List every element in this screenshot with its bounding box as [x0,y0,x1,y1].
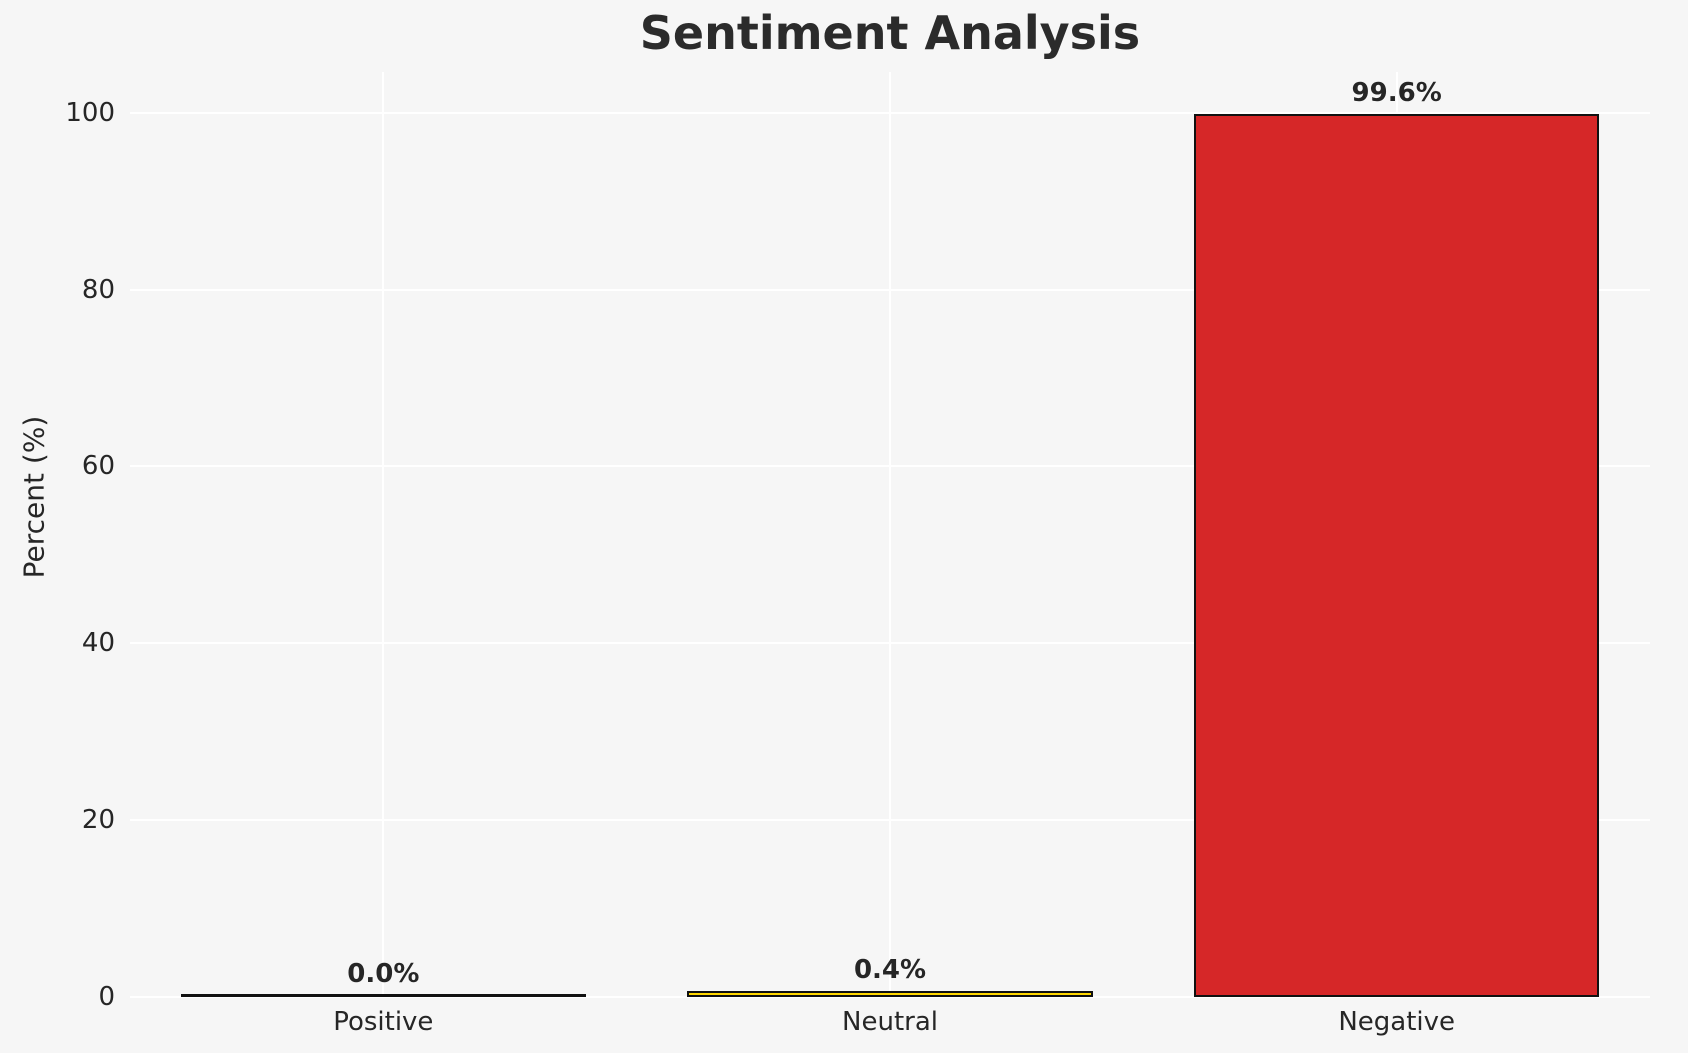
y-tick-label: 0 [98,982,115,1012]
y-tick-label: 20 [81,805,115,836]
plot-area: 0.0% 0.4% 99.6% [130,72,1650,998]
gridline-vertical [382,72,385,997]
gridline-horizontal [130,996,1650,998]
bar-value-label: 99.6% [1351,78,1442,109]
bar-negative [1194,113,1600,997]
x-tick-label: Neutral [842,1007,938,1037]
bar-value-label: 0.4% [853,955,927,986]
y-tick-label: 100 [65,97,115,128]
gridline-vertical [889,72,891,997]
x-tick-label: Positive [333,1007,434,1037]
y-tick-label: 40 [81,628,115,659]
x-tick-label: Negative [1338,1007,1455,1037]
bar-neutral [687,990,1093,997]
bar-positive [180,994,586,997]
y-tick-label: 80 [81,274,115,305]
bar-value-label: 0.0% [347,959,420,989]
y-tick-label: 60 [81,451,115,482]
chart-title: Sentiment Analysis [639,6,1141,60]
y-axis-label: Percent (%) [17,415,51,579]
